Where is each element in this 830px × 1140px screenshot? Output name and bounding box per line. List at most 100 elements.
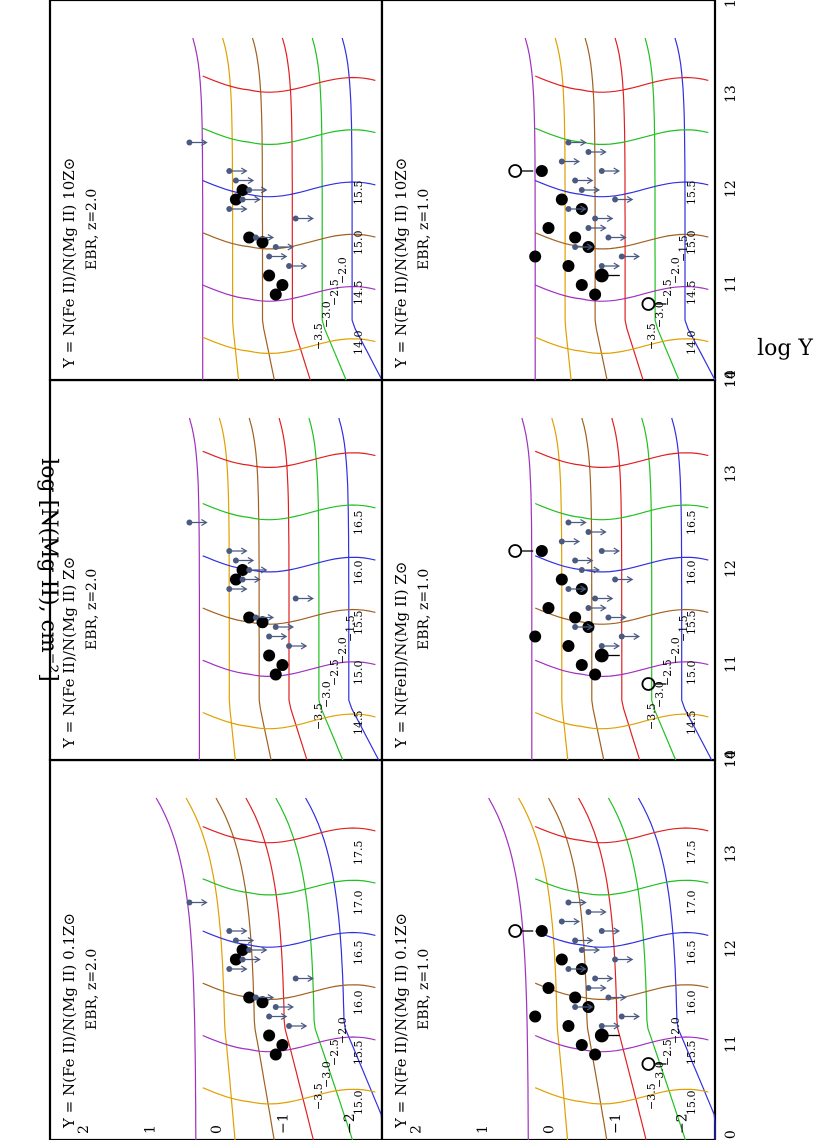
ionization-label: −3.0 — [320, 301, 333, 328]
x-tick-label: 11 — [723, 1035, 739, 1053]
detection-point — [535, 545, 548, 557]
ionization-label: −3.5 — [312, 323, 325, 350]
panel-subtitle: EBR, z=1.0 — [416, 569, 432, 650]
detection-point — [263, 649, 276, 662]
column-density-label: 17.0 — [685, 891, 698, 916]
upper-limit-arrowhead — [247, 176, 255, 185]
ionization-curve — [524, 37, 536, 380]
ionization-curve — [308, 417, 344, 761]
column-density-label: 15.5 — [685, 1041, 698, 1066]
ionization-curve — [517, 797, 569, 1140]
upper-limit-arrowhead — [580, 518, 587, 527]
y-tick-label: 2 — [408, 1125, 424, 1134]
panel-title: Y = N(Fe II)/N(Mg II) 0.1Z⊙ — [392, 913, 410, 1129]
upper-limit-arrowhead — [247, 556, 255, 565]
upper-limit-arrowhead — [593, 566, 601, 574]
upper-limit-arrowhead — [254, 195, 261, 204]
x-tick-label: 12 — [723, 560, 739, 578]
column-density-curve — [202, 450, 376, 468]
column-density-label: 15.0 — [352, 231, 365, 256]
ionization-curve — [551, 417, 569, 761]
panel-title: Y = N(Fe II)/N(Mg II) 10Z⊙ — [392, 158, 410, 369]
column-density-curve — [534, 878, 709, 896]
column-density-curve — [202, 982, 376, 1000]
panel-plot-area — [380, 758, 717, 1140]
ionization-label: −2.0 — [336, 637, 349, 664]
upper-limit-arrowhead — [280, 632, 288, 641]
upper-limit-arrowhead — [573, 537, 581, 546]
x-tick-label: 14 — [723, 0, 739, 8]
ionization-curve — [248, 417, 272, 761]
upper-limit-arrowhead — [580, 965, 587, 973]
upper-limit-arrowhead — [240, 205, 248, 213]
upper-limit-arrowhead — [586, 623, 594, 631]
column-density-label: 15.0 — [685, 661, 698, 686]
column-density-curve — [534, 127, 709, 145]
detection-point — [542, 222, 555, 234]
ionization-curve — [611, 417, 641, 761]
column-density-curve — [202, 75, 376, 93]
detection-point — [535, 925, 548, 937]
detection-point — [269, 1048, 282, 1061]
panel-plot-area — [48, 378, 384, 762]
upper-limit-arrowhead — [586, 1003, 594, 1011]
detection-point — [269, 668, 282, 681]
ionization-curve — [305, 797, 383, 1140]
y-tick-label: −2 — [342, 1113, 358, 1134]
column-density-label: 15.5 — [352, 611, 365, 636]
column-density-curve — [202, 284, 376, 302]
detection-point — [236, 944, 249, 956]
panel-z2-1: Y = N(Fe II)/N(Mg II) Z⊙ EBR, z=2.0 −3.5−3… — [48, 378, 384, 762]
panel-title-group: Y = N(Fe II)/N(Mg II) 0.1Z⊙ EBR, z=2.0 −3.… — [60, 841, 365, 1135]
ionization-curve — [614, 37, 644, 381]
upper-limit-arrowhead — [600, 984, 607, 992]
detection-point — [555, 573, 568, 586]
y-tick-label: 1 — [475, 1125, 491, 1134]
panel-grid: Y = N(Fe II)/N(Mg II) 0.1Z⊙ EBR, z=2.0 −3.… — [48, 0, 739, 1140]
ionization-label: −2.5 — [661, 279, 674, 306]
column-density-curve — [534, 607, 709, 625]
detection-point — [529, 1010, 542, 1023]
ionization-label: −3.0 — [320, 1061, 333, 1088]
column-density-label: 14.0 — [685, 331, 698, 356]
detection-point — [276, 279, 289, 291]
panel-z2-10: Y = N(Fe II)/N(Mg II) 10Z⊙ EBR, z=2.0 −3.5… — [48, 0, 384, 382]
column-density-curve — [202, 1087, 376, 1105]
detection-point — [243, 611, 256, 624]
column-density-label: 14.5 — [685, 711, 698, 736]
ionization-label: −3.0 — [320, 681, 333, 708]
detection-point — [529, 630, 542, 643]
ionization-label: −3.5 — [645, 703, 658, 730]
column-density-label: 14.5 — [685, 281, 698, 306]
column-density-curve — [534, 450, 709, 468]
y-tick-label: 0 — [209, 1125, 225, 1134]
detection-point — [229, 573, 242, 586]
upper-limit-arrowhead — [307, 214, 314, 223]
x-tick-label: 13 — [723, 845, 739, 863]
column-density-curve — [202, 930, 376, 948]
upper-limit-arrowhead — [633, 632, 641, 641]
upper-limit-arrowhead — [287, 1003, 295, 1011]
upper-limit-arrowhead — [606, 214, 614, 223]
ionization-curve — [674, 37, 716, 381]
x-tick-label: 10 — [723, 750, 739, 768]
panel-subtitle: EBR, z=1.0 — [416, 949, 432, 1030]
column-density-curve — [534, 1034, 709, 1053]
panel-z1-10: Y = N(Fe II)/N(Mg II) 10Z⊙ EBR, z=1.0 −3.5… — [380, 0, 739, 388]
column-density-label: 16.0 — [685, 561, 698, 586]
panel-title-group: Y = N(Fe II)/N(Mg II) 10Z⊙ EBR, z=2.0 −3.5… — [60, 158, 365, 369]
detection-point — [575, 279, 588, 291]
x-tick-label: 12 — [723, 180, 739, 198]
column-density-curve — [202, 336, 376, 354]
upper-limit-arrowhead — [580, 585, 587, 593]
x-tick-label: 13 — [723, 85, 739, 103]
upper-limit-arrowhead — [580, 898, 587, 907]
ionization-curve — [577, 797, 647, 1140]
upper-limit-arrowhead — [593, 946, 601, 954]
detection-point — [236, 564, 249, 576]
upper-limit-arrowhead — [267, 993, 275, 1002]
upper-limit-arrowhead — [260, 566, 268, 574]
panel-title-group: Y = N(Fe II)/N(Mg II) 10Z⊙ EBR, z=1.0 −3.5… — [392, 0, 739, 388]
panel-plot-area — [380, 378, 717, 762]
detection-point — [569, 611, 582, 624]
